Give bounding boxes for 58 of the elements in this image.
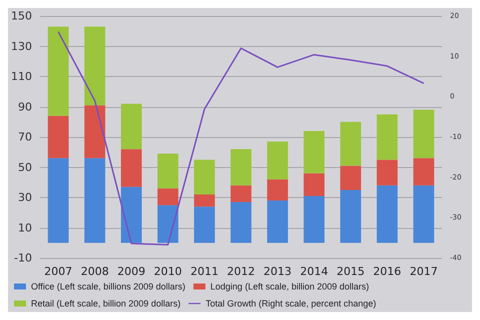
bar bbox=[304, 130, 325, 174]
bar bbox=[120, 104, 142, 150]
bar bbox=[194, 160, 215, 194]
x-tick-label: 2011 bbox=[190, 265, 218, 278]
y-tick-label: -10 bbox=[14, 252, 32, 264]
legend-label: Total Growth (Right scale, percent change) bbox=[206, 298, 376, 308]
y-tick-label: 90 bbox=[18, 100, 32, 114]
y-tick-label: 70 bbox=[18, 130, 32, 144]
bar bbox=[267, 179, 288, 201]
bar bbox=[48, 116, 69, 158]
x-tick-label: 2016 bbox=[373, 265, 402, 278]
bar bbox=[84, 158, 106, 243]
x-tick-label: 2014 bbox=[300, 265, 328, 278]
bar bbox=[376, 185, 398, 243]
y-tick-label: 130 bbox=[11, 40, 32, 53]
bar bbox=[157, 188, 178, 206]
bar bbox=[230, 202, 252, 243]
bar bbox=[413, 158, 434, 186]
bar bbox=[340, 190, 362, 243]
bar bbox=[413, 110, 434, 158]
bar bbox=[304, 196, 325, 243]
x-tick-label: 2008 bbox=[80, 265, 109, 278]
legend-label: Office (Left scale, billions 2009 dollars) bbox=[31, 282, 186, 292]
x-tick-label: 2007 bbox=[44, 265, 72, 278]
y-tick-label: 50 bbox=[18, 160, 32, 174]
bar bbox=[267, 200, 288, 243]
y-tick-label: 150 bbox=[11, 10, 32, 22]
bar bbox=[120, 186, 142, 243]
bar bbox=[157, 205, 178, 243]
bar bbox=[230, 149, 252, 186]
bar bbox=[48, 158, 69, 243]
y-tick-label: 110 bbox=[11, 70, 32, 83]
bar bbox=[120, 149, 142, 187]
x-tick-label: 2015 bbox=[336, 265, 365, 278]
bar bbox=[84, 105, 106, 158]
bar bbox=[340, 166, 362, 190]
y-tick-label: 30 bbox=[18, 191, 32, 204]
bar bbox=[194, 194, 215, 207]
bar bbox=[376, 114, 398, 160]
bar bbox=[230, 185, 252, 202]
bar bbox=[48, 26, 69, 116]
bar bbox=[304, 173, 325, 196]
legend-label: Retail (Left scale, billion 2009 dollars) bbox=[31, 298, 181, 308]
bar bbox=[413, 185, 434, 243]
y-tick-label: 10 bbox=[18, 221, 32, 234]
bar bbox=[157, 154, 178, 188]
bar bbox=[84, 26, 106, 106]
bar bbox=[194, 206, 215, 243]
x-tick-label: 2010 bbox=[154, 265, 182, 278]
bar bbox=[267, 142, 288, 180]
legend-label: Lodging (Left scale, billion 2009 dollars) bbox=[210, 282, 370, 292]
bar bbox=[340, 122, 362, 166]
line-series bbox=[58, 30, 424, 246]
x-tick-label: 2017 bbox=[410, 265, 438, 278]
bar bbox=[376, 160, 398, 186]
x-tick-label: 2012 bbox=[227, 265, 255, 278]
x-tick-label: 2009 bbox=[117, 265, 146, 278]
x-tick-label: 2013 bbox=[264, 265, 292, 278]
